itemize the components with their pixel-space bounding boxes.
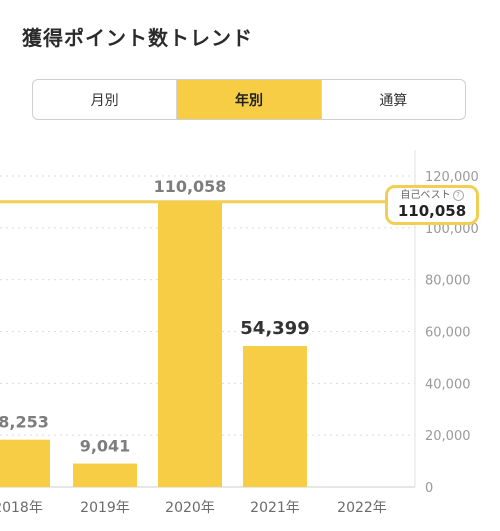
- y-tick-label: 100,000: [425, 222, 479, 237]
- tab-total[interactable]: 通算: [320, 80, 465, 119]
- value-label: 18,253: [0, 413, 49, 432]
- value-label: 110,058: [154, 177, 227, 196]
- y-tick-label: 120,000: [425, 170, 479, 185]
- y-tick-label: 80,000: [425, 274, 471, 289]
- bar-2021年: [243, 346, 307, 487]
- tab-monthly[interactable]: 月別: [90, 92, 119, 109]
- x-tick-label: 2021年: [250, 500, 300, 516]
- page-title: 獲得ポイント数トレンド: [22, 26, 253, 50]
- question-circle-icon[interactable]: ?: [452, 190, 464, 201]
- bar-2019年: [73, 463, 137, 487]
- value-label: 9,041: [80, 437, 131, 456]
- personal-best-caption: 自己ベスト: [400, 190, 451, 201]
- x-tick-label: 2019年: [80, 500, 130, 516]
- bar-2018年: [0, 439, 50, 487]
- period-segmented-control: 月別 年別 通算: [32, 79, 466, 120]
- personal-best-value: 110,058: [397, 202, 467, 220]
- x-tick-label: 2022年: [337, 500, 387, 516]
- bar-2020年: [158, 201, 222, 487]
- y-tick-label: 60,000: [425, 326, 471, 341]
- y-tick-label: 0: [425, 481, 433, 496]
- personal-best-badge: 自己ベスト? 110,058: [385, 185, 479, 225]
- y-tick-label: 40,000: [425, 377, 471, 392]
- x-tick-label: 2020年: [165, 500, 215, 516]
- x-tick-label: 2018年: [0, 500, 43, 516]
- value-label: 54,399: [240, 318, 309, 339]
- tab-yearly[interactable]: 年別: [176, 80, 321, 119]
- y-tick-label: 20,000: [425, 429, 471, 444]
